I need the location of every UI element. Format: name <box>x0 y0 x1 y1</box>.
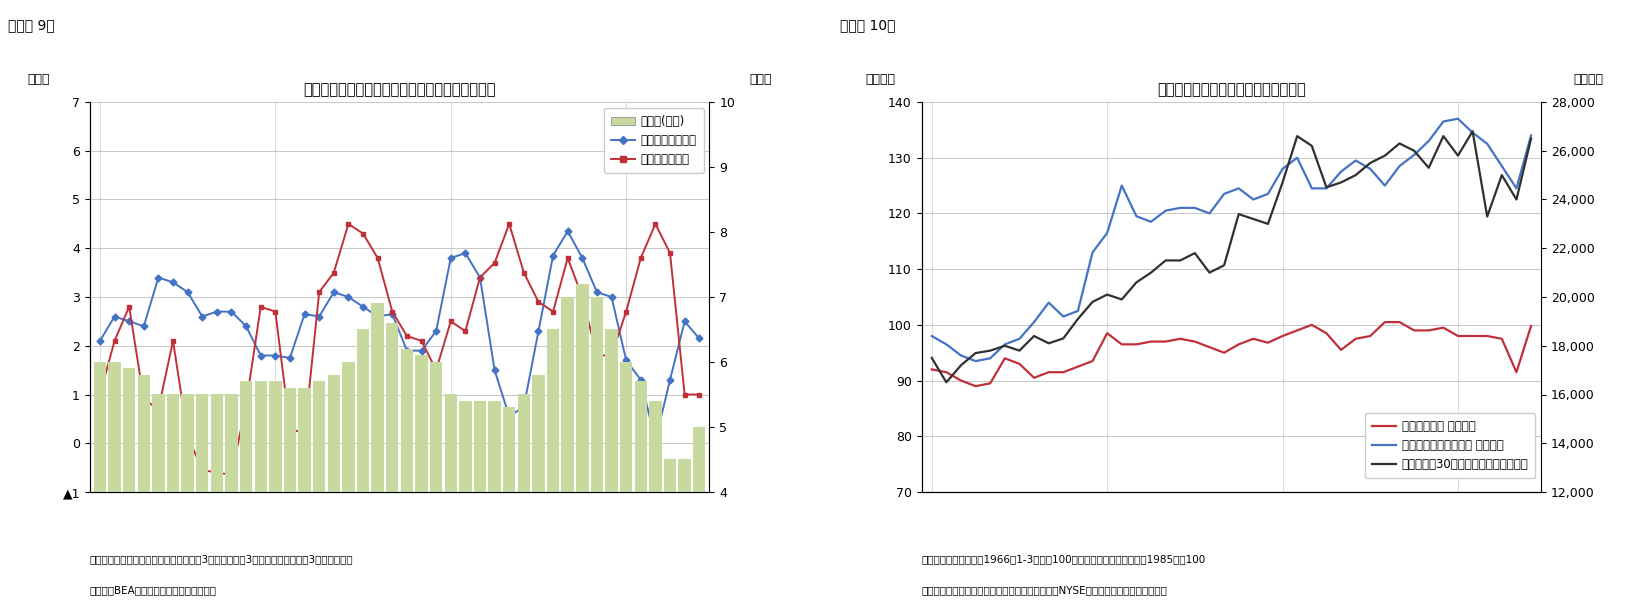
Bar <box>401 349 412 600</box>
Text: （図表 10）: （図表 10） <box>839 18 895 32</box>
Bar <box>357 329 368 600</box>
Bar <box>575 284 588 600</box>
Text: （資料）ミシガン大学、カンファレンスボード、NYSEよりニッセイ基礎研究所作成: （資料）ミシガン大学、カンファレンスボード、NYSEよりニッセイ基礎研究所作成 <box>921 586 1167 596</box>
Legend: ミシガン大学 総合指数, カンファレンスボード 総合指数, ダウ工業株30種平均株価指数（右軸）: ミシガン大学 総合指数, カンファレンスボード 総合指数, ダウ工業株30種平均… <box>1364 413 1534 478</box>
Bar <box>473 401 486 600</box>
Bar <box>108 362 121 600</box>
Text: （％）: （％） <box>748 73 771 86</box>
Bar <box>225 395 238 600</box>
Text: （％）: （％） <box>28 73 51 86</box>
Bar <box>152 395 165 600</box>
Bar <box>546 329 559 600</box>
Bar <box>693 427 706 600</box>
Bar <box>93 362 106 600</box>
Text: （注）季調済、個人消費、可処分所得は3ヵ月移動平均3ヵ月前比、貯蓄率は3ヵ月移動平均: （注）季調済、個人消費、可処分所得は3ヵ月移動平均3ヵ月前比、貯蓄率は3ヵ月移動… <box>90 554 354 565</box>
Bar <box>430 362 442 600</box>
Title: 消費者センチメントおよび米株価指数: 消費者センチメントおよび米株価指数 <box>1156 82 1306 97</box>
Bar <box>181 395 194 600</box>
Text: （ドル）: （ドル） <box>1573 73 1602 86</box>
Bar <box>445 395 456 600</box>
Title: 個人消費支出、可処分所得および貯蓄率（実質）: 個人消費支出、可処分所得および貯蓄率（実質） <box>303 82 496 97</box>
Bar <box>137 375 150 600</box>
Legend: 貯蓄率(右軸), 実質個人消費支出, 実質可処分所得: 貯蓄率(右軸), 実質個人消費支出, 実質可処分所得 <box>603 108 703 173</box>
Bar <box>502 407 515 600</box>
Bar <box>531 375 544 600</box>
Bar <box>284 388 297 600</box>
Text: （資料）BEAよりニッセイ基礎研究所作成: （資料）BEAよりニッセイ基礎研究所作成 <box>90 586 217 596</box>
Bar <box>328 375 339 600</box>
Bar <box>269 382 282 600</box>
Bar <box>313 382 326 600</box>
Bar <box>372 304 383 600</box>
Bar <box>619 362 632 600</box>
Bar <box>122 368 135 600</box>
Bar <box>196 395 209 600</box>
Bar <box>298 388 311 600</box>
Bar <box>166 395 179 600</box>
Text: （注）ミシガン大学は1966年1-3月期＝100、カンファレンスボードは1985年＝100: （注）ミシガン大学は1966年1-3月期＝100、カンファレンスボードは1985… <box>921 554 1205 565</box>
Bar <box>561 297 574 600</box>
Bar <box>605 329 618 600</box>
Bar <box>487 401 500 600</box>
Bar <box>678 460 691 600</box>
Bar <box>663 460 676 600</box>
Bar <box>254 382 267 600</box>
Bar <box>416 355 427 600</box>
Bar <box>342 362 354 600</box>
Bar <box>590 297 603 600</box>
Bar <box>634 382 647 600</box>
Bar <box>517 395 530 600</box>
Bar <box>210 395 223 600</box>
Bar <box>649 401 662 600</box>
Text: （指数）: （指数） <box>866 73 895 86</box>
Bar <box>460 401 471 600</box>
Bar <box>386 323 398 600</box>
Bar <box>240 382 253 600</box>
Text: （図表 9）: （図表 9） <box>8 18 55 32</box>
